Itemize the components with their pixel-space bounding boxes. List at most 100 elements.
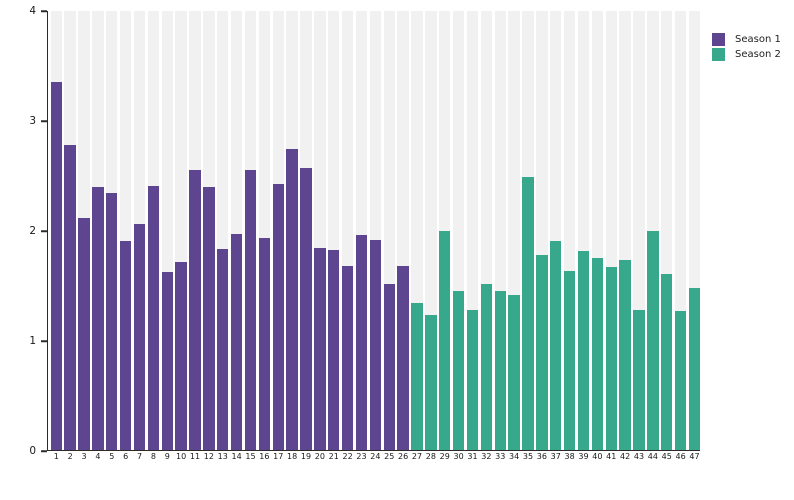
- category-slot-26: 26: [397, 11, 409, 461]
- bar-16: [258, 238, 271, 450]
- bar-3: [78, 218, 90, 450]
- legend-item-season-1: Season 1: [712, 32, 781, 47]
- category-slot-45: 45: [661, 11, 673, 461]
- bar-42: [619, 260, 631, 450]
- category-slot-19: 19: [300, 11, 312, 461]
- bar-13: [217, 249, 229, 450]
- x-tick-label-25: 25: [384, 452, 395, 461]
- category-slot-8: 8: [147, 11, 160, 461]
- category-slot-20: 20: [314, 11, 326, 461]
- bar-11: [189, 170, 201, 450]
- category-slot-29: 29: [439, 11, 451, 461]
- category-slot-13: 13: [217, 11, 229, 461]
- category-slot-38: 38: [563, 11, 576, 461]
- category-slot-11: 11: [189, 11, 201, 461]
- bar-18: [286, 149, 298, 450]
- x-tick-label-38: 38: [564, 452, 575, 461]
- category-slot-14: 14: [230, 11, 243, 461]
- x-tick-label-23: 23: [356, 452, 367, 461]
- category-slot-18: 18: [286, 11, 298, 461]
- y-tick-label-4: 4: [29, 4, 36, 17]
- x-tick-label-42: 42: [620, 452, 631, 461]
- category-slot-3: 3: [78, 11, 90, 461]
- x-tick-label-24: 24: [370, 452, 381, 461]
- legend-item-season-2: Season 2: [712, 47, 781, 62]
- x-tick-label-8: 8: [150, 452, 156, 461]
- category-slot-31: 31: [466, 11, 479, 461]
- bar-34: [508, 295, 520, 450]
- bar-10: [175, 262, 187, 450]
- bar-7: [133, 223, 146, 450]
- category-slot-17: 17: [272, 11, 284, 461]
- category-slot-42: 42: [619, 11, 631, 461]
- category-slot-39: 39: [577, 11, 590, 461]
- x-tick-label-7: 7: [136, 452, 143, 461]
- x-tick-label-40: 40: [592, 452, 603, 461]
- x-tick-label-20: 20: [314, 452, 325, 461]
- x-tick-label-29: 29: [439, 452, 450, 461]
- season-2-swatch-icon: [712, 48, 725, 61]
- x-tick-label-11: 11: [189, 452, 201, 461]
- y-tick-0: [41, 450, 47, 452]
- bar-14: [230, 233, 243, 450]
- category-slot-43: 43: [633, 11, 645, 461]
- x-tick-label-9: 9: [164, 452, 170, 461]
- x-tick-label-3: 3: [81, 452, 87, 461]
- bar-45: [661, 274, 673, 450]
- category-slot-35: 35: [522, 11, 534, 461]
- category-slot-16: 16: [258, 11, 271, 461]
- bar-47: [688, 287, 701, 450]
- x-tick-label-4: 4: [95, 452, 101, 461]
- legend: Season 1 Season 2: [712, 32, 781, 62]
- bar-33: [494, 290, 506, 450]
- x-tick-label-5: 5: [109, 452, 115, 461]
- category-slot-28: 28: [425, 11, 437, 461]
- y-tick-label-3: 3: [29, 114, 36, 127]
- x-tick-label-27: 27: [411, 452, 423, 461]
- x-tick-label-1: 1: [53, 452, 59, 461]
- category-slot-36: 36: [536, 11, 548, 461]
- category-slot-46: 46: [674, 11, 687, 461]
- x-tick-label-14: 14: [231, 452, 242, 461]
- x-tick-label-28: 28: [425, 452, 436, 461]
- bar-37: [550, 241, 562, 450]
- category-slot-27: 27: [411, 11, 423, 461]
- bar-17: [272, 184, 284, 450]
- y-tick-label-1: 1: [29, 334, 36, 347]
- x-tick-label-36: 36: [536, 452, 547, 461]
- x-tick-label-43: 43: [633, 452, 645, 461]
- bar-32: [480, 284, 493, 450]
- category-slot-44: 44: [647, 11, 659, 461]
- x-tick-label-21: 21: [328, 452, 339, 461]
- bar-26: [397, 265, 409, 450]
- category-slot-33: 33: [494, 11, 506, 461]
- category-slot-4: 4: [92, 11, 104, 461]
- bar-23: [355, 234, 368, 450]
- x-tick-label-12: 12: [203, 452, 214, 461]
- category-slot-25: 25: [383, 11, 395, 461]
- y-tick-2: [41, 230, 47, 232]
- x-tick-label-22: 22: [342, 452, 353, 461]
- bar-35: [522, 176, 534, 450]
- bar-6: [119, 241, 132, 450]
- bar-38: [563, 271, 576, 450]
- x-tick-label-15: 15: [245, 452, 256, 461]
- bar-40: [591, 257, 604, 450]
- x-tick-label-35: 35: [522, 452, 534, 461]
- plot-area: 1 2 3 4 5 6 7 8 9 10 11 12 13 14 15 16 17 18 19 20 21 22 23 24 2…: [47, 11, 701, 461]
- legend-label: Season 1: [735, 34, 781, 45]
- bar-27: [411, 302, 423, 450]
- x-tick-label-45: 45: [661, 452, 672, 461]
- legend-label: Season 2: [735, 49, 781, 60]
- category-slot-23: 23: [355, 11, 368, 461]
- category-slot-22: 22: [341, 11, 354, 461]
- bar-15: [244, 170, 257, 450]
- bar-2: [64, 144, 76, 450]
- category-slot-9: 9: [161, 11, 173, 461]
- category-slot-32: 32: [480, 11, 493, 461]
- category-slot-6: 6: [119, 11, 132, 461]
- bar-5: [106, 193, 118, 450]
- y-tick-label-2: 2: [29, 224, 36, 237]
- bar-28: [425, 315, 437, 450]
- x-tick-label-10: 10: [176, 452, 187, 461]
